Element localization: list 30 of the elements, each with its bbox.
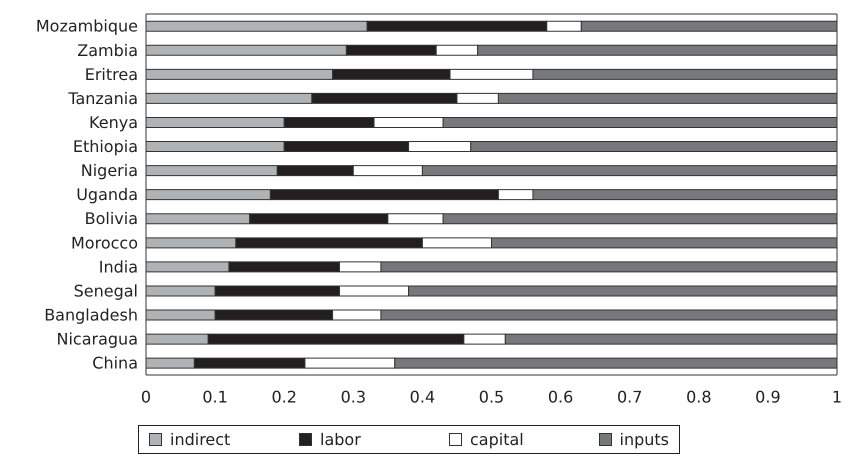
y-tick-label: Senegal	[74, 281, 138, 300]
y-tick-label: Kenya	[89, 112, 138, 132]
legend-label: inputs	[618, 430, 669, 449]
y-tick-label: India	[98, 257, 138, 276]
y-tick-label: Eritrea	[84, 64, 138, 84]
y-tick-label: China	[92, 354, 138, 373]
x-tick-label: 0.7	[616, 387, 642, 406]
x-tick-label: 0	[140, 387, 152, 406]
y-tick-label: Zambia	[77, 40, 138, 60]
x-tick-label: 0.2	[271, 387, 297, 406]
x-tick-label: 0.9	[755, 387, 781, 406]
y-tick-label: Uganda	[76, 185, 138, 204]
y-tick-label: Bolivia	[84, 209, 138, 228]
y-tick-label: Bangladesh	[44, 306, 138, 325]
y-tick-label: Nicaragua	[56, 330, 138, 349]
x-tick-label: 0.8	[686, 387, 712, 406]
x-tick-label: 0.5	[478, 387, 504, 406]
y-tick-label: Ethiopia	[72, 137, 138, 156]
legend-label: labor	[319, 430, 362, 449]
x-tick-label: 0.1	[202, 387, 228, 406]
x-tick-label: 1	[832, 387, 842, 406]
x-tick-label: 0.6	[548, 387, 574, 406]
y-tick-label: Tanzania	[67, 88, 138, 108]
y-tick-label: Morocco	[71, 233, 138, 252]
x-tick-label: 0.4	[410, 387, 436, 406]
legend-label: indirect	[169, 430, 232, 449]
y-tick-label: Mozambique	[36, 16, 138, 36]
y-tick-label: Nigeria	[80, 161, 138, 180]
legend-label: capital	[469, 430, 525, 449]
x-tick-label: 0.3	[340, 387, 366, 406]
